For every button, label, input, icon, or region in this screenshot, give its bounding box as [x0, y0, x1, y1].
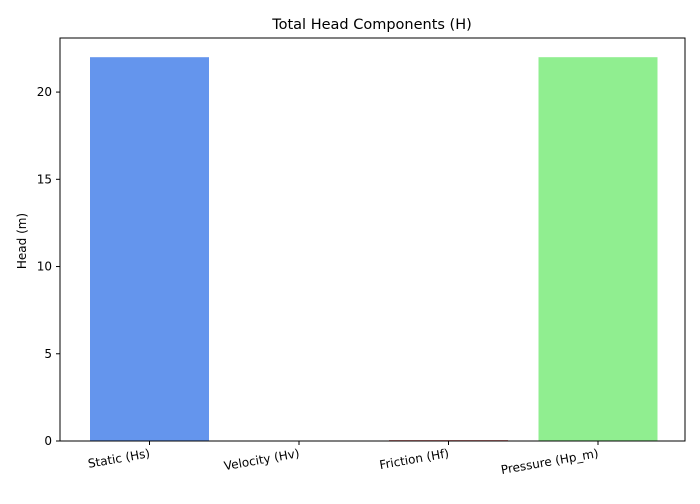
y-axis-label: Head (m) — [15, 213, 29, 269]
bars-group — [90, 57, 658, 442]
chart-title: Total Head Components (H) — [271, 17, 472, 33]
y-tick-label: 20 — [37, 85, 52, 99]
y-axis-ticks: 0 5 10 15 20 — [37, 85, 60, 448]
x-axis-ticks: Static (Hs) Velocity (Hv) Friction (Hf) Pre… — [87, 441, 600, 477]
y-tick-label: 10 — [37, 260, 52, 274]
y-tick-label: 15 — [37, 172, 52, 186]
x-tick-label: Velocity (Hv) — [223, 446, 301, 473]
plot-frame — [59, 37, 686, 442]
bar-static-hs — [90, 57, 209, 441]
x-tick-label: Static (Hs) — [87, 446, 151, 471]
y-tick-label: 5 — [44, 347, 52, 361]
y-tick-label: 0 — [44, 434, 52, 448]
bar-pressure-hp-m — [538, 57, 658, 441]
x-tick-label: Friction (Hf) — [378, 446, 450, 472]
x-tick-label: Pressure (Hp_m) — [500, 446, 600, 477]
